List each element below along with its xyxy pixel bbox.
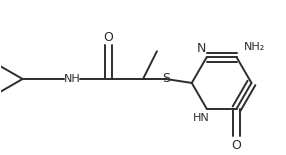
Text: S: S xyxy=(162,73,170,86)
Text: NH: NH xyxy=(64,74,81,84)
Text: N: N xyxy=(197,42,206,55)
Text: NH₂: NH₂ xyxy=(244,42,265,52)
Text: O: O xyxy=(103,31,113,44)
Text: HN: HN xyxy=(193,113,210,123)
Text: O: O xyxy=(232,139,241,152)
